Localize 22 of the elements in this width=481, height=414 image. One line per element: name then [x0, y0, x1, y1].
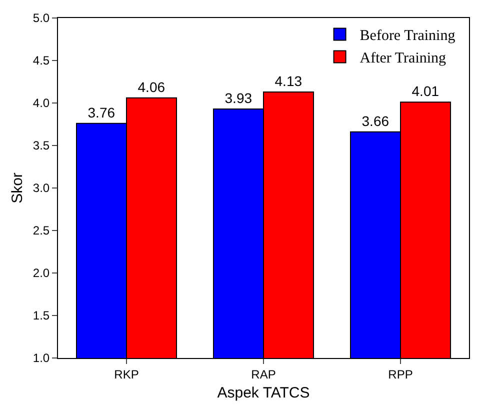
data-label: 4.06: [138, 78, 166, 95]
y-tick-label: 2.0: [32, 266, 50, 280]
data-label: 3.93: [224, 90, 252, 106]
y-tick-label: 5.0: [32, 11, 50, 26]
y-tick-label: 3.0: [32, 181, 50, 196]
y-tick-label: 4.5: [32, 54, 50, 68]
y-tick-label: 1.0: [32, 351, 50, 366]
y-tick-label: 3.5: [32, 138, 50, 153]
data-label: 3.66: [362, 112, 390, 129]
data-label: 3.76: [88, 104, 116, 120]
y-tick-label: 4.0: [32, 96, 50, 110]
y-axis-title: Skor: [9, 172, 26, 204]
data-label: 4.01: [412, 83, 440, 100]
x-tick-label: RKP: [114, 367, 139, 382]
legend-label: After Training: [360, 50, 447, 67]
x-axis-title: Aspek TATCS: [217, 384, 310, 402]
x-tick-label: RPP: [388, 367, 413, 382]
x-tick-label: RAP: [251, 367, 276, 382]
data-label: 4.13: [274, 72, 302, 89]
y-tick-label: 2.5: [32, 224, 50, 238]
legend-label: Before Training: [360, 28, 456, 44]
y-tick-label: 1.5: [32, 308, 50, 323]
